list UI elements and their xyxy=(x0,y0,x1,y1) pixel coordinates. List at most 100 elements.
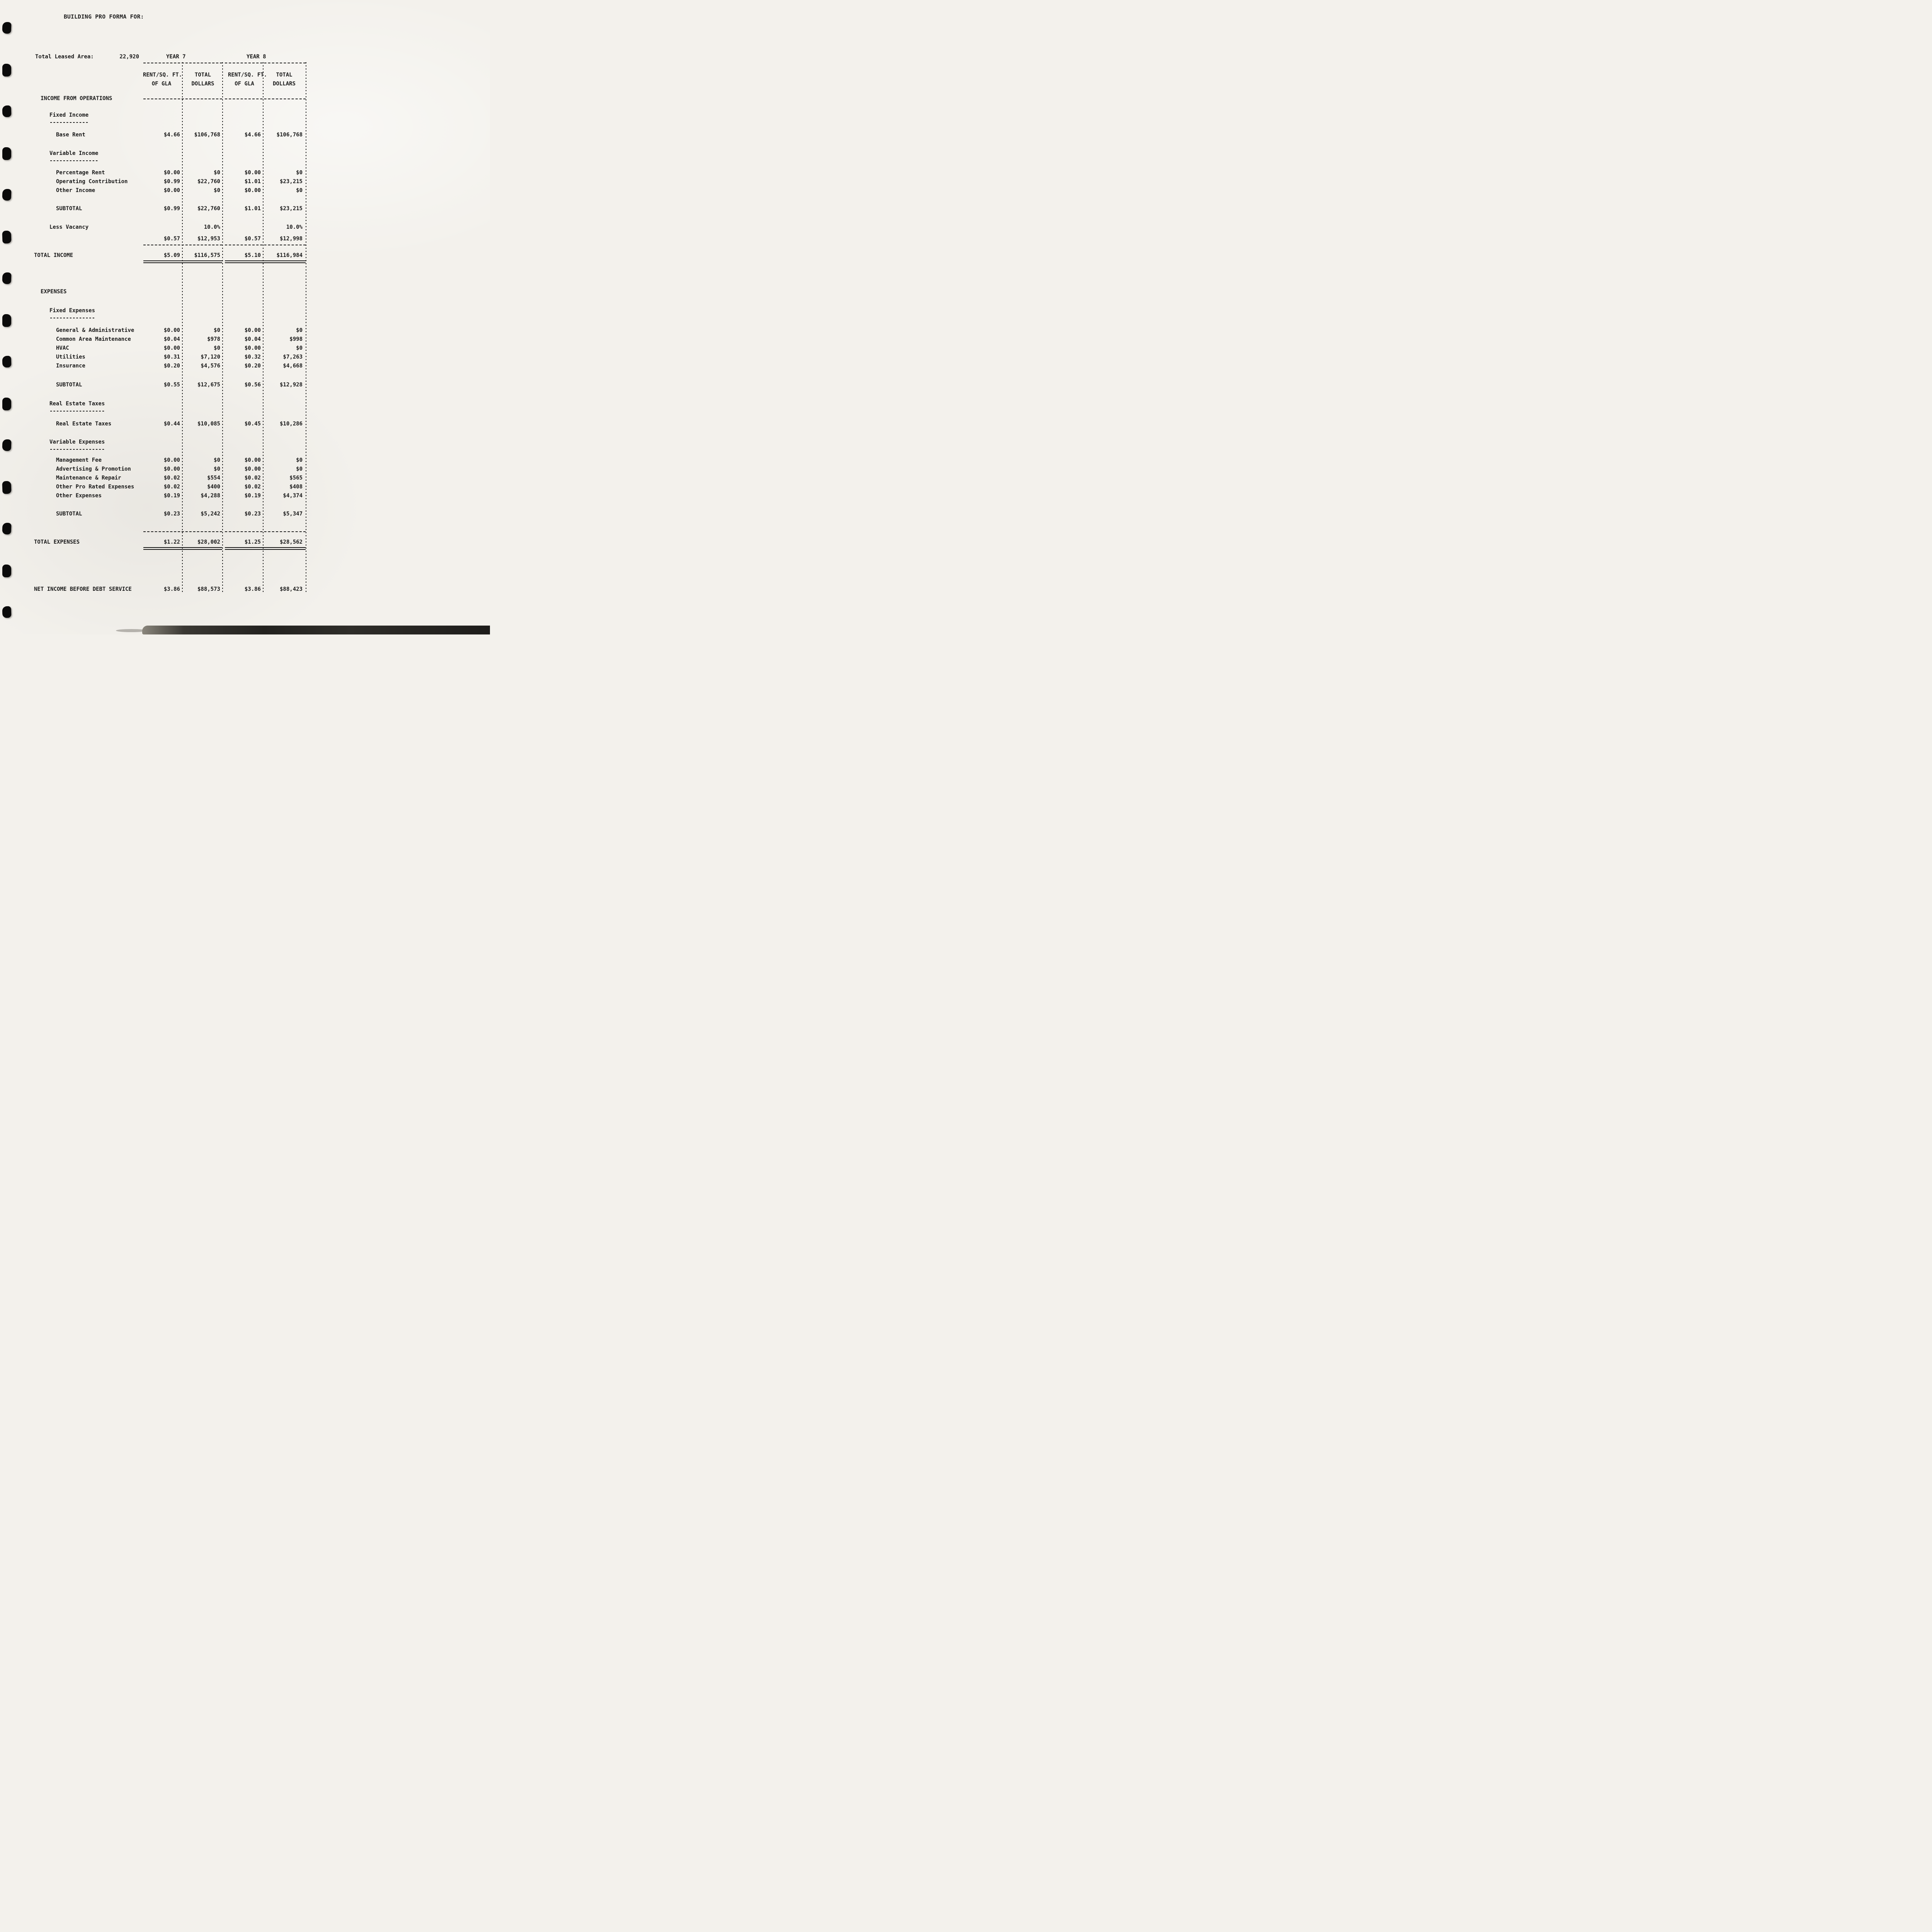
y8-rate: $0.57 xyxy=(244,236,261,242)
line-item-row: Common Area Maintenance $0.04 $978 $0.04… xyxy=(34,335,309,344)
y7-rate: $0.20 xyxy=(163,363,180,369)
line-item-row: Other Pro Rated Expenses $0.02 $400 $0.0… xyxy=(34,483,309,492)
vacancy-row: Less Vacancy 10.0% 10.0% xyxy=(34,223,309,232)
line-item-row: Base Rent $4.66 $106,768 $4.66 $106,768 xyxy=(34,131,309,139)
y7-total: $978 xyxy=(207,336,220,342)
subtotal-row: SUBTOTAL $0.55 $12,675 $0.56 $12,928 xyxy=(34,381,309,389)
row-label: Operating Contribution xyxy=(56,179,128,185)
y8-rate: $0.00 xyxy=(244,170,261,176)
y7-total: $0 xyxy=(214,327,220,333)
y7-total: $88,573 xyxy=(197,586,220,592)
y7-total: $28,002 xyxy=(197,539,220,545)
row-label: Percentage Rent xyxy=(56,170,105,176)
double-rule-segment xyxy=(225,260,306,263)
y8-vacancy-pct: 10.0% xyxy=(286,224,303,230)
line-item-row: Other Expenses $0.19 $4,288 $0.19 $4,374 xyxy=(34,492,309,500)
row-label: Common Area Maintenance xyxy=(56,336,131,342)
line-item-row: Utilities $0.31 $7,120 $0.32 $7,263 xyxy=(34,353,309,362)
y8-rate: $0.32 xyxy=(244,354,261,360)
y8-total: $0 xyxy=(296,187,303,194)
y8-total: $28,562 xyxy=(279,539,303,545)
y8-total: $0 xyxy=(296,327,303,333)
subsection-header-row: Variable Income xyxy=(34,149,309,158)
pro-forma-document: BUILDING PRO FORMA FOR: Total Leased Are… xyxy=(0,0,490,594)
y8-total: $565 xyxy=(289,475,303,481)
column-separator xyxy=(182,62,183,594)
y7-total: $12,675 xyxy=(197,382,220,388)
y7-total: $10,085 xyxy=(197,421,220,427)
line-item-row: HVAC $0.00 $0 $0.00 $0 xyxy=(34,344,309,353)
y7-rate: $0.31 xyxy=(163,354,180,360)
total-leased-area-label: Total Leased Area: xyxy=(35,54,94,60)
double-rule-segment xyxy=(143,547,222,550)
y8-rate: $0.00 xyxy=(244,327,261,333)
y8-total: $408 xyxy=(289,484,303,490)
row-label: Other Pro Rated Expenses xyxy=(56,484,134,490)
y8-total: $998 xyxy=(289,336,303,342)
y7-total: $106,768 xyxy=(194,132,220,138)
y7-rate: $0.00 xyxy=(163,327,180,333)
y8-total: $0 xyxy=(296,170,303,176)
y8-total: $0 xyxy=(296,466,303,472)
row-label: Utilities xyxy=(56,354,85,360)
row-label: Insurance xyxy=(56,363,85,369)
binding-hole xyxy=(2,147,11,160)
subsection-title: Real Estate Taxes xyxy=(49,401,105,407)
y8-total: $4,668 xyxy=(283,363,303,369)
row-label: Other Expenses xyxy=(56,493,102,499)
line-item-row: Insurance $0.20 $4,576 $0.20 $4,668 xyxy=(34,362,309,371)
y7-rate: $1.22 xyxy=(163,539,180,545)
subsection-title: Fixed Income xyxy=(49,112,89,118)
y8-total: $23,215 xyxy=(279,206,303,212)
y8-total: $116,984 xyxy=(276,252,303,259)
section-title: EXPENSES xyxy=(41,289,67,295)
y7-total: $554 xyxy=(207,475,220,481)
y7-rate: $0.00 xyxy=(163,170,180,176)
y8-total: $4,374 xyxy=(283,493,303,499)
column-separator xyxy=(222,62,223,594)
y7-total: $0 xyxy=(214,170,220,176)
y7-total-header2: DOLLARS xyxy=(191,81,214,87)
y7-rate-header2: OF GLA xyxy=(151,81,172,87)
y8-rate: $0.02 xyxy=(244,484,261,490)
y7-total: $116,575 xyxy=(194,252,220,259)
y8-total: $12,928 xyxy=(279,382,303,388)
line-item-row: Operating Contribution $0.99 $22,760 $1.… xyxy=(34,177,309,186)
y7-rate: $4.66 xyxy=(163,132,180,138)
binding-hole xyxy=(2,398,11,410)
document-title: BUILDING PRO FORMA FOR: xyxy=(64,14,144,20)
separator-row xyxy=(34,530,309,533)
y8-total: $0 xyxy=(296,457,303,463)
y8-total-header2: DOLLARS xyxy=(272,81,296,87)
pro-forma-table: RENT/SQ. FT. TOTAL RENT/SQ. FT. TOTAL OF… xyxy=(34,61,309,594)
y8-rate: $0.00 xyxy=(244,345,261,351)
year7-heading: YEAR 7 xyxy=(166,54,186,60)
y7-total: $7,120 xyxy=(201,354,220,360)
row-label: Management Fee xyxy=(56,457,102,463)
y7-total: $22,760 xyxy=(197,206,220,212)
subsection-underline: ----------------- xyxy=(49,446,105,452)
y7-rate: $0.00 xyxy=(163,466,180,472)
y8-rate: $1.01 xyxy=(244,179,261,185)
row-label: SUBTOTAL xyxy=(56,511,82,517)
double-rule-row xyxy=(34,547,309,550)
row-label: Less Vacancy xyxy=(49,224,89,230)
y7-total: $0 xyxy=(214,187,220,194)
row-label: SUBTOTAL xyxy=(56,206,82,212)
section-header-row: EXPENSES xyxy=(34,287,309,296)
y8-rate: $0.04 xyxy=(244,336,261,342)
y8-rate: $0.23 xyxy=(244,511,261,517)
column-header-row-2: OF GLA DOLLARS OF GLA DOLLARS xyxy=(34,80,309,88)
scan-artifact xyxy=(116,629,147,632)
line-item-row: Other Income $0.00 $0 $0.00 $0 xyxy=(34,186,309,195)
y8-rate-header2: OF GLA xyxy=(235,81,254,87)
subsection-header-row: Fixed Expenses xyxy=(34,306,309,315)
y7-total: $4,288 xyxy=(201,493,220,499)
line-item-row: Management Fee $0.00 $0 $0.00 $0 xyxy=(34,456,309,465)
section-title: INCOME FROM OPERATIONS xyxy=(41,95,112,102)
y8-total: $23,215 xyxy=(279,179,303,185)
row-label: TOTAL EXPENSES xyxy=(34,539,80,545)
y8-rate: $0.00 xyxy=(244,457,261,463)
line-item-row: Maintenance & Repair $0.02 $554 $0.02 $5… xyxy=(34,474,309,483)
y7-total: $0 xyxy=(214,457,220,463)
